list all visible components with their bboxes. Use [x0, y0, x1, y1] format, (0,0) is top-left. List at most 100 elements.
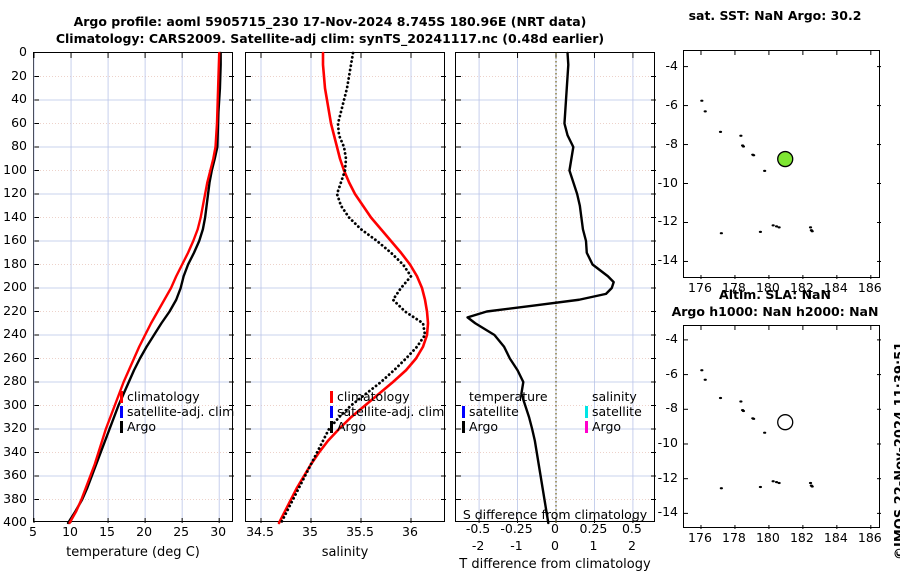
- lat-tick-label: -8: [665, 400, 678, 416]
- sst-map-coastlines: [684, 51, 881, 279]
- lat-tick-label: -4: [665, 57, 678, 73]
- depth-tick-label: 320: [3, 420, 27, 435]
- legend-diff-temperature-satellite: satellite: [462, 404, 548, 419]
- copyright-text: ©IMOS 22-Nov-2024 11:39:51: [893, 341, 900, 560]
- difference-panel: [455, 51, 656, 525]
- depth-tick-label: 0: [19, 44, 27, 59]
- legend-label: satellite: [469, 404, 519, 419]
- legend-swatch-icon: [585, 406, 588, 418]
- salinity-panel: [245, 51, 446, 525]
- lon-tick-label: 176: [688, 280, 712, 295]
- profile-location-marker-filled: [777, 150, 794, 168]
- x-tick-label: 10: [62, 524, 78, 539]
- temperature-panel: [33, 51, 234, 525]
- depth-tick-label: 160: [3, 232, 27, 247]
- sla-map-coastlines: [684, 326, 881, 529]
- sst-map-panel: [683, 50, 881, 279]
- lat-tick-label: -8: [665, 135, 678, 151]
- legend-label: climatology: [127, 389, 200, 404]
- sst-title: sat. SST: NaN Argo: 30.2: [688, 8, 862, 23]
- depth-tick-label: 280: [3, 373, 27, 388]
- legend-temperature-argo: Argo: [120, 419, 234, 434]
- sla-title: Altim. SLA: NaN: [719, 287, 831, 302]
- lon-tick-label: 186: [857, 280, 882, 295]
- x-tick-label: 36: [402, 524, 418, 539]
- legend-swatch-icon: [330, 421, 333, 433]
- depth-tick-label: 20: [11, 67, 27, 83]
- depth-tick-label: 40: [11, 91, 27, 106]
- salinity-plot: [246, 51, 446, 525]
- x-tick-label: 35.5: [346, 524, 374, 539]
- difference-legend-salinity: salinity satellite Argo: [585, 389, 642, 434]
- lon-tick-label: 180: [755, 280, 780, 295]
- depth-tick-label: 400: [3, 514, 27, 529]
- legend-salinity-argo: Argo: [330, 419, 444, 434]
- x-tick-label: 1: [589, 538, 598, 553]
- x-tick-label: 20: [136, 524, 153, 539]
- legend-temperature-satellite-adj-clim: satellite-adj. clim: [120, 404, 234, 419]
- lon-tick-label: 184: [823, 280, 848, 295]
- legend-label: satellite: [592, 404, 642, 419]
- x-tick-label: 25: [173, 524, 190, 539]
- temperature-gridlines: [33, 53, 234, 523]
- legend-label: Argo: [592, 419, 622, 434]
- salinity-legend: climatology satellite-adj. clim Argo: [330, 389, 444, 434]
- depth-tick-label: 240: [3, 326, 27, 341]
- depth-tick-label: 220: [3, 302, 27, 318]
- lat-tick-label: -10: [657, 174, 678, 190]
- legend-swatch-icon: [120, 406, 123, 418]
- legend-diff-temperature-title: temperature: [469, 389, 548, 404]
- legend-label: Argo: [337, 419, 367, 434]
- salinity-gridlines: [246, 53, 446, 523]
- sla-map-panel: [683, 325, 881, 529]
- depth-tick-label: 260: [3, 349, 27, 365]
- legend-label: satellite-adj. clim: [127, 404, 235, 419]
- sla-map-plot: [684, 326, 881, 529]
- lon-tick-label: 182: [789, 530, 814, 545]
- sla-map-lat-ticks: -4 -6 -8 -10 -12 -14: [655, 325, 681, 528]
- x-tick-label: 30: [210, 524, 227, 539]
- lon-tick-label: 182: [789, 280, 814, 295]
- temperature-axis-label: temperature (deg C): [66, 545, 200, 560]
- lat-tick-label: -14: [657, 252, 678, 268]
- legend-swatch-icon: [462, 406, 465, 418]
- lon-tick-label: 178: [722, 530, 746, 545]
- depth-tick-label: 360: [3, 467, 27, 482]
- legend-swatch-icon: [120, 391, 123, 403]
- t-difference-ticks: -2 -1 0 1 2: [455, 538, 655, 553]
- depth-tick-label: 200: [3, 279, 27, 294]
- legend-label: satellite-adj. clim: [337, 404, 445, 419]
- x-tick-label: -2: [471, 538, 485, 553]
- difference-gridlines: [456, 53, 656, 523]
- depth-tick-label: 180: [3, 255, 27, 271]
- legend-swatch-icon: [462, 421, 465, 433]
- lon-tick-label: 184: [823, 530, 848, 545]
- lat-tick-label: -6: [665, 96, 678, 112]
- difference-plot: [456, 51, 656, 525]
- legend-salinity-satellite-adj-clim: satellite-adj. clim: [330, 404, 444, 419]
- legend-swatch-icon: [330, 406, 333, 418]
- page-title-line2: Climatology: CARS2009. Satellite-adj cli…: [55, 31, 605, 46]
- difference-legend-temperature: temperature satellite Argo: [462, 389, 548, 434]
- lat-tick-label: -12: [657, 213, 678, 229]
- lat-tick-label: -14: [657, 504, 678, 520]
- lon-tick-label: 180: [755, 530, 780, 545]
- legend-swatch-icon: [330, 391, 333, 403]
- difference-curves: [466, 51, 615, 525]
- x-tick-label: -0.25: [500, 521, 533, 536]
- x-tick-label: 5: [29, 524, 37, 539]
- s-difference-ticks: -0.5 -0.25 0 0.25 0.5: [455, 521, 655, 536]
- sst-map-lon-ticks: 176 178 180 182 184 186: [683, 280, 882, 295]
- x-tick-label: 0: [551, 521, 559, 536]
- profile-location-marker-open: [777, 414, 794, 431]
- legend-temperature-climatology: climatology: [120, 389, 234, 404]
- lon-tick-label: 178: [722, 280, 746, 295]
- legend-label: Argo: [127, 419, 157, 434]
- legend-diff-salinity-satellite: satellite: [585, 404, 642, 419]
- lat-tick-label: -6: [665, 365, 678, 381]
- temperature-plot: [33, 51, 234, 525]
- depth-tick-label: 120: [3, 185, 27, 200]
- legend-diff-salinity-argo: Argo: [585, 419, 642, 434]
- legend-swatch-icon: [585, 421, 588, 433]
- t-difference-label: T difference from climatology: [459, 557, 651, 572]
